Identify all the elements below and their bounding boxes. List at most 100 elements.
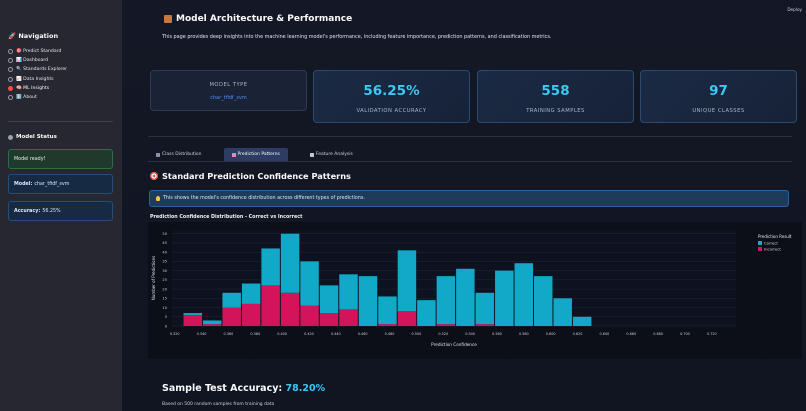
x-tick-label: 0.460 (358, 332, 368, 336)
nav-item-predict-standard[interactable]: 🎯 Predict Standard (8, 47, 67, 56)
x-tick-label: 0.520 (438, 332, 448, 336)
target-icon (150, 172, 158, 180)
tab-label: Class Distribution (162, 152, 202, 157)
tab-prediction-patterns[interactable]: Prediction Patterns (223, 148, 288, 161)
bar-correct (417, 300, 436, 326)
bar-incorrect (397, 311, 417, 326)
sidebar: 🚀 Navigation 🎯 Predict Standard 📊 Dashbo… (0, 0, 122, 411)
accuracy-info-box: Accuracy: 56.25% (8, 201, 113, 221)
y-tick-label: 5 (165, 315, 167, 319)
model-value: char_tfidf_svm (34, 181, 70, 187)
model-status-title: Model Status (8, 134, 57, 140)
x-tick-label: 0.640 (600, 332, 610, 336)
y-tick-label: 20 (162, 287, 167, 291)
bar-incorrect (202, 324, 222, 326)
confidence-histogram[interactable]: 0 5 10 15 20 25 30 35 40 45 50 0.320 0.340 0.360 0.380… (148, 222, 802, 359)
tab-class-distribution[interactable]: Class Distribution (148, 148, 210, 161)
nav-item-ml-insights[interactable]: 🧠 ML Insights (8, 84, 67, 93)
metric-card-model-type: MODEL TYPE char_tfidf_svm (150, 70, 307, 111)
radio-selected-icon[interactable] (8, 85, 13, 91)
page-title: Model Architecture & Performance (164, 14, 352, 24)
metric-card-validation-accuracy: 56.25% VALIDATION ACCURACY (313, 70, 470, 123)
nav-item-label: ℹ️ About (16, 95, 37, 101)
x-tick-label: 0.540 (465, 332, 475, 336)
sample-accuracy-subtitle: Based on 500 random samples from trainin… (162, 402, 275, 407)
legend-label: Correct (764, 241, 778, 246)
y-tick-label: 30 (162, 269, 167, 273)
chart-icon (156, 152, 160, 157)
radio-icon[interactable] (8, 49, 13, 55)
bar-incorrect (436, 324, 456, 326)
tab-label: Prediction Patterns (237, 152, 280, 157)
chart-svg: 0 5 10 15 20 25 30 35 40 45 50 0.320 0.340 0.360 0.380… (151, 230, 792, 347)
nav-item-about[interactable]: ℹ️ About (8, 93, 67, 102)
metric-value: 558 (541, 83, 570, 99)
x-tick-label: 0.560 (492, 332, 502, 336)
accuracy-value: 56.25% (42, 208, 61, 214)
metric-label: UNIQUE CLASSES (692, 108, 745, 114)
x-tick-label: 0.440 (331, 332, 341, 336)
flask-icon (309, 152, 314, 157)
nav-item-label: 📊 Dashboard (16, 58, 49, 64)
nav-item-label: 📈 Data Insights (16, 76, 54, 82)
sample-accuracy-value: 78.20% (285, 383, 326, 394)
construction-icon (164, 15, 172, 23)
model-ready-text: Model ready! (14, 156, 46, 162)
radio-icon[interactable] (8, 95, 13, 101)
metric-value: 97 (709, 83, 728, 99)
bar-correct (475, 292, 495, 325)
metric-card-unique-classes: 97 UNIQUE CLASSES (640, 70, 797, 123)
metric-card-training-samples: 558 TRAINING SAMPLES (477, 70, 634, 123)
bar-correct (572, 316, 592, 326)
model-ready-alert: Model ready! (8, 149, 113, 169)
y-tick-label: 40 (162, 250, 167, 254)
info-alert: This shows the model's confidence distri… (149, 190, 789, 207)
legend-label: Incorrect (764, 247, 781, 252)
nav-item-data-insights[interactable]: 📈 Data Insights (8, 75, 67, 84)
bar-correct (339, 274, 358, 310)
y-tick-label: 35 (162, 260, 167, 264)
model-status-label: Model Status (16, 134, 57, 140)
y-tick-label: 0 (165, 324, 168, 328)
bar-correct (358, 276, 378, 326)
y-tick-label: 15 (162, 297, 167, 301)
x-tick-label: 0.340 (197, 332, 207, 336)
nav-item-dashboard[interactable]: 📊 Dashboard (8, 56, 67, 65)
x-tick-label: 0.500 (412, 332, 422, 336)
legend-swatch (758, 241, 762, 245)
x-tick-label: 0.660 (626, 332, 636, 336)
radio-icon[interactable] (8, 76, 13, 82)
nav-item-label: 🔍 Standards Explorer (16, 67, 68, 73)
y-tick-label: 50 (162, 232, 167, 236)
y-axis-label: Number of Predictions (151, 256, 156, 300)
radio-icon[interactable] (8, 67, 13, 73)
bar-correct (300, 261, 319, 306)
nav-item-standards-explorer[interactable]: 🔍 Standards Explorer (8, 65, 67, 74)
nav-item-label: 🧠 ML Insights (16, 85, 50, 91)
metric-value: 56.25% (363, 83, 420, 99)
sidebar-title: 🚀 Navigation (8, 32, 59, 40)
bar-incorrect (280, 292, 300, 326)
deploy-button[interactable]: Deploy (787, 7, 802, 12)
x-tick-label: 0.600 (546, 332, 556, 336)
bar-correct (280, 233, 300, 293)
y-tick-label: 10 (162, 306, 167, 310)
metric-label: MODEL TYPE (209, 82, 248, 88)
accuracy-key: Accuracy: (14, 208, 41, 214)
sidebar-divider (8, 121, 113, 122)
legend-swatch (758, 247, 762, 251)
chart-title: Prediction Confidence Distribution - Cor… (150, 215, 303, 220)
bar-incorrect (339, 309, 358, 326)
bar-correct (222, 292, 241, 308)
x-axis-label: Prediction Confidence (431, 342, 477, 347)
metric-value: char_tfidf_svm (210, 95, 247, 101)
target-icon (231, 152, 236, 157)
radio-icon[interactable] (8, 58, 13, 64)
x-tick-label: 0.580 (519, 332, 529, 336)
bar-incorrect (475, 324, 495, 326)
page-title-text: Model Architecture & Performance (176, 14, 353, 24)
tab-feature-analysis[interactable]: Feature Analysis (302, 148, 361, 161)
bar-incorrect (300, 305, 319, 326)
legend-title: Prediction Result (758, 234, 792, 239)
main-content: Deploy Model Architecture & Performance … (122, 0, 806, 411)
